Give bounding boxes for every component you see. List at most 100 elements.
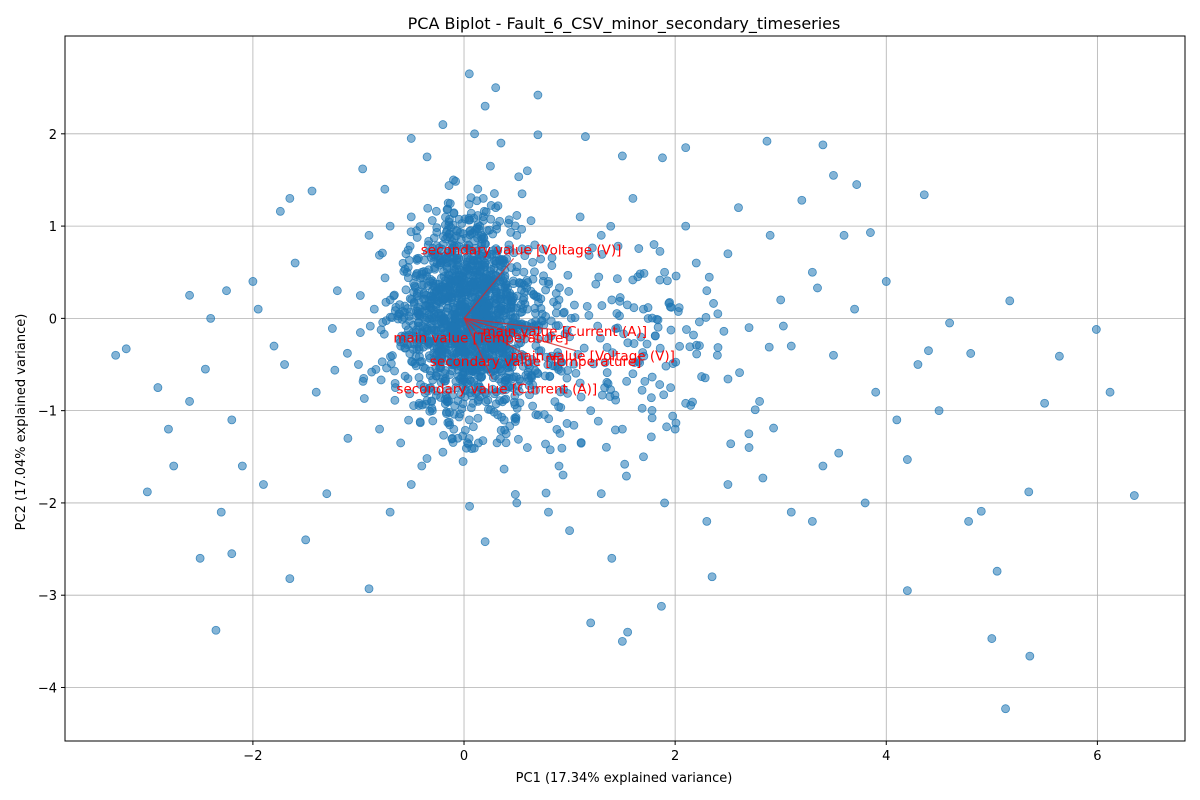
scatter-point <box>734 203 743 213</box>
scatter-point <box>1024 487 1034 497</box>
scatter-point <box>510 221 520 231</box>
scatter-point <box>400 343 410 353</box>
scatter-point <box>432 371 441 381</box>
scatter-point <box>364 584 374 594</box>
scatter-point <box>638 348 648 357</box>
scatter-point <box>431 206 441 216</box>
scatter-point <box>758 473 768 483</box>
scatter-point <box>1129 491 1139 500</box>
scatter-point <box>1001 704 1010 714</box>
scatter-point <box>600 383 610 393</box>
scatter-point <box>378 248 387 258</box>
scatter-point <box>786 507 796 517</box>
scatter-point <box>253 304 263 314</box>
scatter-point <box>486 161 495 171</box>
scatter-point <box>422 152 432 162</box>
scatter-point <box>453 433 463 443</box>
scatter-point <box>506 228 516 237</box>
scatter-point <box>459 229 468 239</box>
scatter-point <box>807 516 817 526</box>
scatter-point <box>473 413 483 423</box>
scatter-point <box>552 424 562 434</box>
scatter-point <box>355 328 365 337</box>
scatter-point <box>528 257 538 267</box>
scatter-point <box>564 287 574 296</box>
scatter-point <box>464 439 473 449</box>
loading-label: main value [Current (A)] <box>483 324 648 340</box>
x-axis-ticks: −2 0 2 4 6 <box>243 741 1102 764</box>
scatter-point <box>691 258 701 268</box>
scatter-point <box>414 401 424 410</box>
scatter-point <box>528 380 538 390</box>
scatter-point <box>704 272 714 282</box>
scatter-point <box>445 229 454 238</box>
scatter-point <box>259 480 268 489</box>
scatter-point <box>829 350 838 360</box>
loading-label: secondary value [Temperature] <box>430 354 641 370</box>
scatter-point <box>662 276 672 286</box>
scatter-point <box>554 402 563 412</box>
scatter-point <box>519 267 529 277</box>
plot-frame <box>64 35 1186 742</box>
scatter-point <box>343 348 352 358</box>
scatter-point <box>481 207 491 217</box>
scatter-point <box>919 190 929 200</box>
scatter-point <box>655 246 665 256</box>
scatter-point <box>451 275 461 285</box>
scatter-point <box>427 216 437 225</box>
scatter-point <box>520 251 530 261</box>
scatter-point <box>496 303 506 313</box>
scatter-point <box>755 397 764 406</box>
scatter-point <box>421 267 431 277</box>
scatter-point <box>750 405 760 415</box>
scatter-point <box>689 330 698 340</box>
scatter-point <box>521 327 531 336</box>
scatter-point <box>636 332 646 342</box>
scatter-point <box>594 272 604 282</box>
scatter-point <box>635 358 645 368</box>
scatter-point <box>493 246 503 255</box>
scatter-point <box>541 439 550 449</box>
scatter-point <box>415 222 425 231</box>
scatter-point <box>612 274 622 284</box>
scatter-point <box>489 189 499 198</box>
scatter-point <box>674 303 684 313</box>
scatter-point <box>545 445 555 455</box>
scatter-point <box>444 181 454 190</box>
scatter-point <box>713 343 723 352</box>
loading-arrow <box>463 318 494 380</box>
scatter-point <box>390 395 400 405</box>
scatter-point <box>611 425 620 435</box>
scatter-point <box>464 245 474 254</box>
scatter-point <box>439 430 448 440</box>
scatter-point <box>575 212 585 222</box>
scatter-point <box>657 601 666 611</box>
scatter-point <box>432 223 442 233</box>
scatter-point <box>852 180 862 189</box>
scatter-point <box>453 396 463 406</box>
scatter-point <box>275 206 285 216</box>
scatter-point <box>563 270 573 280</box>
scatter-point <box>394 309 404 319</box>
scatter-point <box>311 387 321 397</box>
scatter-point <box>593 416 603 426</box>
x-tick-label: −2 <box>243 749 262 764</box>
scatter-point <box>547 261 557 270</box>
scatter-point <box>686 400 696 410</box>
scatter-point <box>513 434 523 444</box>
scatter-point <box>465 352 475 362</box>
scatter-point <box>776 295 786 305</box>
scatter-point <box>606 221 616 231</box>
scatter-point <box>237 461 247 471</box>
loading-arrow <box>463 258 515 319</box>
scatter-point <box>613 241 623 251</box>
scatter-point <box>615 296 625 306</box>
scatter-point <box>881 277 891 286</box>
scatter-point <box>681 221 691 231</box>
scatter-point <box>454 214 464 224</box>
scatter-point <box>227 415 237 425</box>
scatter-point <box>545 353 555 363</box>
scatter-point <box>492 224 501 234</box>
scatter-point <box>451 176 461 186</box>
